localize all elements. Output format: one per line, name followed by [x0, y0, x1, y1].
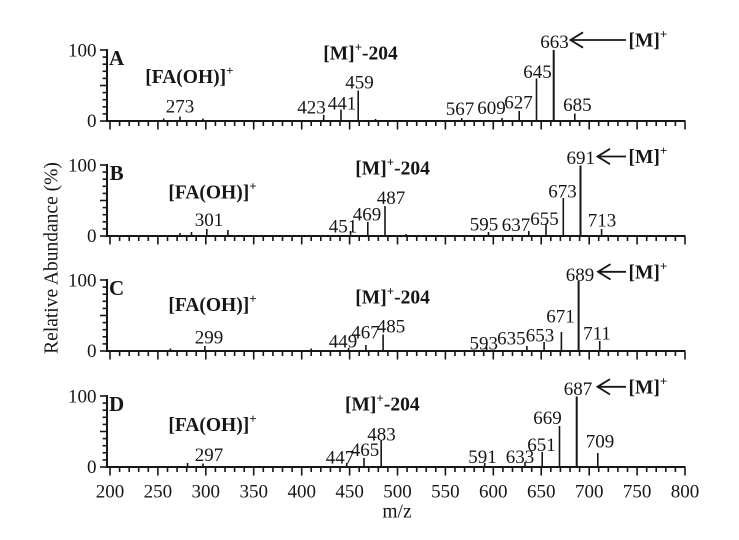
svg-text:C: C [109, 276, 124, 300]
svg-text:669: 669 [533, 408, 562, 429]
svg-text:633: 633 [506, 447, 535, 468]
svg-text:0: 0 [87, 457, 97, 478]
svg-text:600: 600 [479, 481, 508, 502]
svg-text:700: 700 [575, 481, 604, 502]
svg-text:750: 750 [623, 481, 652, 502]
svg-text:595: 595 [470, 215, 499, 236]
svg-text:593: 593 [469, 334, 498, 355]
svg-text:0: 0 [87, 341, 97, 362]
svg-text:273: 273 [166, 97, 195, 118]
svg-text:350: 350 [239, 481, 268, 502]
svg-text:m/z: m/z [382, 502, 412, 523]
svg-text:567: 567 [446, 99, 475, 120]
svg-text:651: 651 [527, 435, 556, 456]
svg-text:[FA(OH)]+: [FA(OH)]+ [168, 179, 256, 204]
svg-text:451: 451 [329, 217, 358, 238]
svg-text:400: 400 [287, 481, 316, 502]
svg-text:[FA(OH)]+: [FA(OH)]+ [168, 411, 256, 436]
svg-text:100: 100 [68, 387, 97, 408]
svg-text:[M]+: [M]+ [629, 258, 668, 283]
svg-text:A: A [109, 46, 125, 70]
svg-text:469: 469 [353, 205, 382, 226]
svg-text:299: 299 [195, 328, 224, 349]
svg-text:635: 635 [497, 329, 526, 350]
svg-text:671: 671 [546, 307, 575, 328]
svg-text:655: 655 [530, 209, 559, 230]
svg-text:550: 550 [431, 481, 460, 502]
svg-text:100: 100 [68, 156, 97, 177]
svg-text:0: 0 [87, 226, 97, 247]
svg-text:711: 711 [583, 324, 611, 345]
svg-text:449: 449 [329, 332, 358, 353]
svg-text:483: 483 [367, 425, 396, 446]
svg-text:[FA(OH)]+: [FA(OH)]+ [145, 63, 233, 88]
svg-text:300: 300 [192, 481, 221, 502]
svg-text:709: 709 [586, 432, 615, 453]
svg-text:459: 459 [345, 72, 374, 93]
svg-text:500: 500 [383, 481, 412, 502]
svg-text:301: 301 [195, 210, 224, 231]
svg-text:0: 0 [87, 111, 97, 132]
svg-text:447: 447 [326, 448, 355, 469]
svg-text:100: 100 [68, 41, 97, 62]
svg-text:[M]+-204: [M]+-204 [355, 283, 430, 308]
svg-text:423: 423 [297, 98, 326, 119]
svg-text:[FA(OH)]+: [FA(OH)]+ [168, 291, 256, 316]
svg-text:689: 689 [566, 265, 595, 286]
svg-text:627: 627 [504, 93, 533, 114]
svg-text:713: 713 [588, 211, 617, 232]
svg-text:200: 200 [96, 481, 125, 502]
svg-text:609: 609 [477, 98, 506, 119]
svg-text:B: B [110, 161, 124, 185]
svg-text:650: 650 [527, 481, 556, 502]
svg-text:687: 687 [564, 379, 593, 400]
svg-text:487: 487 [377, 188, 406, 209]
svg-text:653: 653 [526, 326, 555, 347]
svg-text:691: 691 [566, 148, 595, 169]
svg-text:467: 467 [351, 323, 380, 344]
svg-text:450: 450 [335, 481, 364, 502]
svg-text:[M]+: [M]+ [629, 373, 668, 398]
svg-text:100: 100 [68, 271, 97, 292]
svg-text:D: D [109, 392, 124, 416]
svg-text:Relative Abundance (%): Relative Abundance (%) [41, 162, 62, 354]
svg-text:800: 800 [671, 481, 700, 502]
svg-text:297: 297 [195, 445, 224, 466]
svg-text:591: 591 [468, 447, 497, 468]
svg-text:663: 663 [540, 32, 569, 53]
svg-text:441: 441 [328, 93, 357, 114]
svg-text:485: 485 [377, 316, 406, 337]
svg-text:637: 637 [502, 215, 531, 236]
svg-text:645: 645 [523, 62, 552, 83]
svg-text:250: 250 [144, 481, 173, 502]
svg-text:673: 673 [548, 181, 577, 202]
svg-text:465: 465 [351, 440, 380, 461]
svg-text:685: 685 [563, 95, 592, 116]
